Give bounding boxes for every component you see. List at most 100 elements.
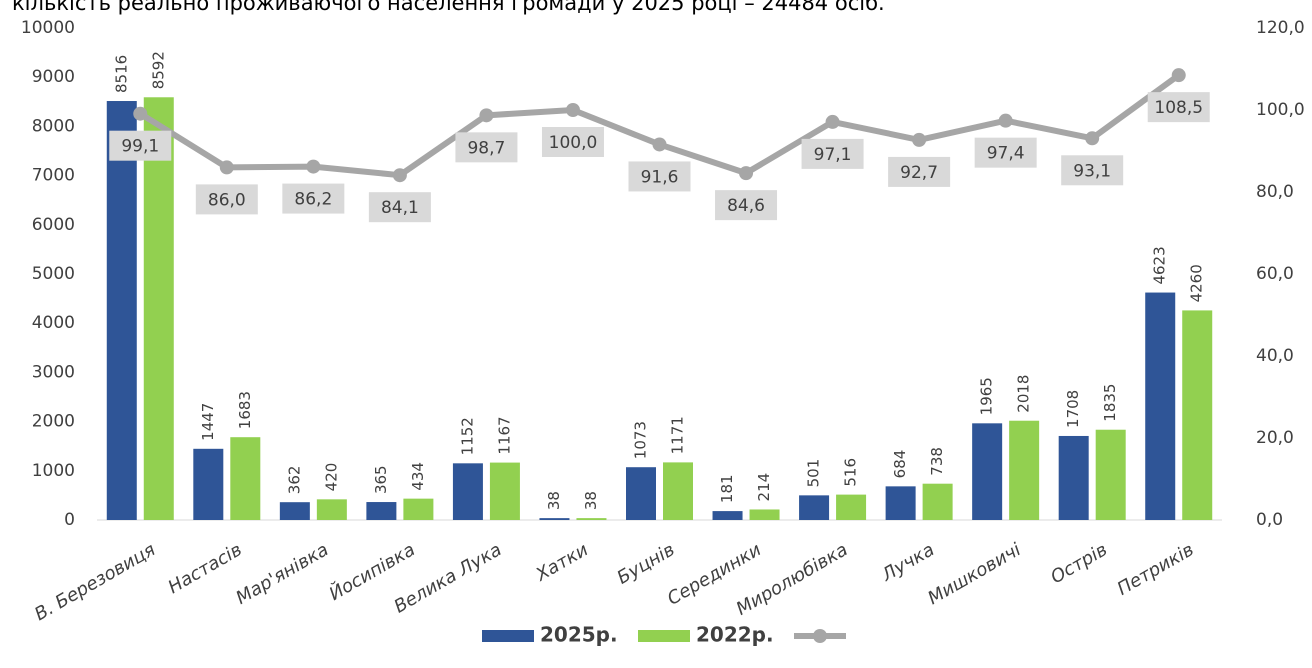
bar-value-label: 420 bbox=[322, 463, 340, 492]
bar-value-label: 38 bbox=[545, 491, 563, 510]
bar-value-label: 434 bbox=[409, 462, 427, 491]
bar bbox=[885, 486, 916, 520]
data-label-box bbox=[109, 130, 172, 161]
bar-value-label: 684 bbox=[891, 450, 909, 479]
x-tick-label: Буцнів bbox=[614, 539, 679, 589]
bar bbox=[1058, 435, 1089, 520]
bar bbox=[316, 499, 347, 520]
bar-value-label: 2018 bbox=[1015, 375, 1033, 413]
bar-value-label: 214 bbox=[755, 473, 773, 502]
y-tick-label: 0 bbox=[64, 510, 75, 530]
bar bbox=[1182, 310, 1213, 520]
y-tick-label: 6000 bbox=[32, 215, 75, 235]
bar-value-label: 1171 bbox=[669, 416, 687, 454]
x-tick-label: Мар'янівка bbox=[233, 539, 333, 609]
data-label-box bbox=[541, 127, 604, 157]
bar-value-label: 1167 bbox=[495, 416, 513, 454]
line-value-label: 97,1 bbox=[814, 145, 852, 165]
bar-value-label: 516 bbox=[842, 458, 860, 487]
bar bbox=[663, 462, 693, 520]
line-marker bbox=[219, 160, 234, 175]
bar bbox=[1009, 420, 1040, 520]
bar bbox=[279, 502, 310, 520]
x-tick-label: В. Березовиця bbox=[31, 539, 159, 625]
data-label-box bbox=[888, 156, 951, 187]
y-tick-label: 5000 bbox=[32, 264, 75, 284]
bar bbox=[712, 511, 743, 520]
bar bbox=[143, 97, 174, 521]
bar-value-label: 38 bbox=[582, 491, 600, 510]
bar-value-label: 738 bbox=[928, 447, 946, 476]
data-label-box bbox=[455, 132, 518, 163]
y-tick-label: 1000 bbox=[32, 461, 75, 481]
y-tick-label: 8000 bbox=[32, 116, 75, 136]
bar bbox=[366, 502, 397, 520]
line-marker bbox=[652, 137, 667, 152]
line-value-label: 98,7 bbox=[467, 138, 505, 158]
legend-label: 2022р. bbox=[696, 623, 774, 647]
y2-tick-label: 40,0 bbox=[1256, 346, 1294, 366]
bar bbox=[1145, 292, 1176, 520]
line-value-label: 108,5 bbox=[1154, 98, 1203, 118]
line-value-label: 92,7 bbox=[900, 163, 938, 183]
y2-tick-label: 120,0 bbox=[1256, 18, 1305, 38]
y2-tick-label: 0,0 bbox=[1256, 510, 1283, 530]
data-label-box bbox=[628, 161, 691, 192]
data-label-box bbox=[1147, 92, 1210, 123]
caption: кількість реально проживаючого населення… bbox=[12, 0, 885, 15]
bar bbox=[922, 483, 953, 520]
line-marker bbox=[912, 132, 927, 147]
data-label-box bbox=[195, 184, 258, 215]
legend-marker bbox=[813, 629, 827, 643]
bar bbox=[576, 518, 607, 520]
x-tick-label: Острів bbox=[1047, 539, 1111, 588]
bar-value-label: 1683 bbox=[236, 391, 254, 429]
bar-value-label: 1073 bbox=[632, 421, 650, 459]
data-label-box bbox=[974, 137, 1037, 168]
bar-value-label: 4260 bbox=[1188, 264, 1206, 302]
bar bbox=[749, 509, 780, 520]
data-label-box bbox=[801, 138, 864, 169]
y-tick-label: 10000 bbox=[21, 18, 75, 38]
bar-value-label: 8516 bbox=[112, 55, 130, 93]
bar-value-label: 4623 bbox=[1151, 246, 1169, 284]
y-tick-label: 7000 bbox=[32, 166, 75, 186]
line-value-label: 100,0 bbox=[549, 133, 598, 153]
y2-tick-label: 20,0 bbox=[1256, 428, 1294, 448]
bar-value-label: 365 bbox=[372, 465, 390, 494]
bar-value-label: 8592 bbox=[149, 51, 167, 89]
bar bbox=[1095, 429, 1126, 520]
line-marker bbox=[133, 106, 148, 121]
bar bbox=[626, 467, 656, 520]
line-value-label: 91,6 bbox=[641, 167, 679, 187]
bar-value-label: 1965 bbox=[978, 377, 996, 415]
bar-value-label: 362 bbox=[285, 466, 303, 495]
y-tick-label: 4000 bbox=[32, 313, 75, 333]
x-tick-label: Хатки bbox=[532, 539, 592, 586]
line-marker bbox=[1085, 131, 1100, 146]
data-label-box bbox=[282, 183, 345, 214]
y-tick-label: 3000 bbox=[32, 362, 75, 382]
line-value-label: 86,0 bbox=[208, 190, 246, 210]
line-value-label: 84,1 bbox=[381, 198, 419, 218]
y2-tick-label: 100,0 bbox=[1256, 100, 1305, 120]
line-marker bbox=[306, 159, 321, 174]
data-label-box bbox=[1061, 155, 1124, 186]
legend-swatch bbox=[638, 630, 690, 642]
bar bbox=[106, 101, 137, 520]
line-value-label: 93,1 bbox=[1073, 161, 1111, 181]
x-tick-label: Лучка bbox=[878, 539, 938, 586]
x-tick-label: Мишковичі bbox=[924, 539, 1024, 609]
y2-tick-label: 60,0 bbox=[1256, 264, 1294, 284]
data-label-box bbox=[368, 192, 431, 223]
legend-label: 2025р. bbox=[540, 623, 618, 647]
line-marker bbox=[998, 113, 1013, 128]
line-marker bbox=[392, 168, 407, 183]
bar-value-label: 1447 bbox=[199, 403, 217, 441]
bar-value-label: 1152 bbox=[458, 417, 476, 455]
bar bbox=[799, 495, 830, 520]
x-tick-label: Петриків bbox=[1114, 539, 1198, 600]
data-label-box bbox=[715, 190, 778, 221]
